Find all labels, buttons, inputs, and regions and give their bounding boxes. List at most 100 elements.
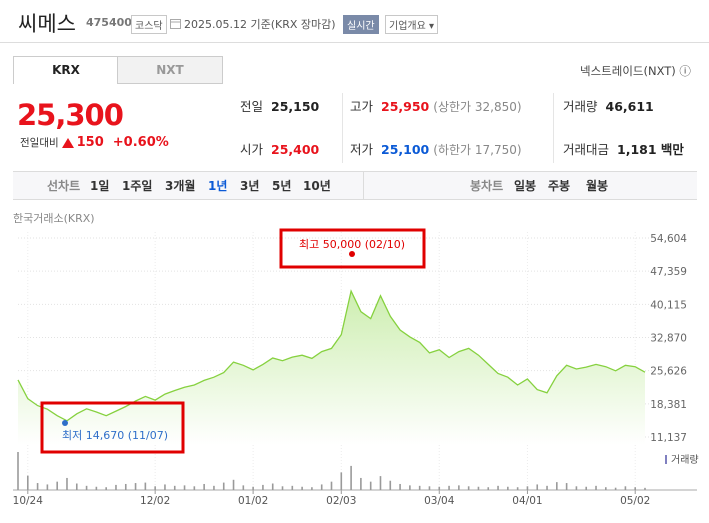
y-tick-label: 18,381 xyxy=(650,399,687,411)
volume-bar xyxy=(516,487,519,490)
annotation-label: 최저 14,670 (11/07) xyxy=(62,429,168,442)
candle-option[interactable]: 일봉 xyxy=(514,179,537,193)
volume-bar xyxy=(252,486,254,490)
volume-bar xyxy=(203,483,205,490)
period-option[interactable]: 10년 xyxy=(303,179,331,193)
market-badge: 코스닥 xyxy=(131,15,167,34)
volume-bar xyxy=(271,483,274,490)
volume-bar xyxy=(301,486,303,490)
volume-bar xyxy=(164,484,166,490)
period-option[interactable]: 3년 xyxy=(240,179,260,193)
y-tick-label: 54,604 xyxy=(650,233,687,245)
chart-source: 한국거래소(KRX) xyxy=(13,212,95,225)
volume-bar xyxy=(556,482,558,490)
volume-bar xyxy=(75,483,78,490)
volume-bar xyxy=(193,486,196,490)
price-line xyxy=(17,289,646,422)
volume-bar xyxy=(232,479,235,490)
volume-bar xyxy=(46,484,49,490)
period-option[interactable]: 5년 xyxy=(272,179,292,193)
change-label: 전일대비 xyxy=(20,137,59,149)
volume-bar xyxy=(585,486,588,490)
volume-bar xyxy=(124,483,127,490)
company-info-label: 기업개요 xyxy=(389,21,426,32)
nxt-link-label: 넥스트레이드(NXT) xyxy=(580,64,676,78)
date-basis: 2025.05.12 기준(KRX 장마감) xyxy=(184,16,336,32)
volume-bar xyxy=(369,481,372,490)
line-chart-label: 선차트 xyxy=(47,179,81,193)
calendar-icon xyxy=(170,19,181,29)
stat-item: 저가 25,100 (하한가 17,750) xyxy=(350,139,522,158)
period-option[interactable]: 1년 xyxy=(208,179,228,193)
volume-bar xyxy=(448,485,450,490)
period-option[interactable]: 1일 xyxy=(90,179,110,193)
volume-bar xyxy=(291,485,294,490)
stat-item: 시가 25,400 xyxy=(240,139,319,158)
change-pct: +0.60% xyxy=(112,135,169,150)
candle-option[interactable]: 주봉 xyxy=(548,179,571,193)
volume-bar xyxy=(634,487,637,490)
area-fill xyxy=(18,291,645,445)
volume-bar xyxy=(183,485,186,490)
stat-extra: (하한가 17,750) xyxy=(433,143,522,157)
basis: 기준(KRX 장마감) xyxy=(250,18,336,31)
stat-label: 저가 xyxy=(350,142,374,157)
volume-bar xyxy=(614,487,617,490)
stat-item: 거래량 46,611 xyxy=(563,96,654,115)
stat-label: 전일 xyxy=(240,99,264,114)
volume-bar xyxy=(409,485,411,490)
current-price: 25,300 xyxy=(17,98,124,132)
volume-bar xyxy=(115,484,117,490)
volume-bar xyxy=(624,486,627,490)
candle-option[interactable]: 월봉 xyxy=(586,179,609,193)
volume-bar xyxy=(350,465,352,490)
volume-bar xyxy=(311,487,313,490)
period-option[interactable]: 3개월 xyxy=(165,179,196,193)
volume-bar xyxy=(458,485,460,490)
volume-bar xyxy=(507,486,509,490)
date: 2025.05.12 xyxy=(184,18,247,31)
x-tick-label: 01/02 xyxy=(238,495,268,507)
annotation-dot xyxy=(62,420,68,426)
highlight-box xyxy=(40,401,185,454)
y-tick-label: 32,870 xyxy=(650,333,687,345)
y-tick-label: 47,359 xyxy=(650,266,687,278)
annotation-label: 최고 50,000 (02/10) xyxy=(299,238,405,251)
stat-item: 고가 25,950 (상한가 32,850) xyxy=(350,96,522,115)
volume-bar xyxy=(320,484,323,490)
tab-nxt[interactable]: NXT xyxy=(117,56,223,84)
volume-legend-icon xyxy=(665,455,667,464)
volume-bar xyxy=(222,482,225,490)
volume-legend: 거래량 xyxy=(671,454,699,466)
volume-bar xyxy=(56,481,58,490)
volume-bar xyxy=(154,486,156,490)
x-tick-label: 04/01 xyxy=(512,495,542,507)
volume-bar xyxy=(595,485,597,490)
volume-bar xyxy=(17,452,19,490)
period-option[interactable]: 1주일 xyxy=(122,179,153,193)
volume-bar xyxy=(644,487,646,490)
volume-bar xyxy=(66,477,68,490)
company-info-button[interactable]: 기업개요 ▾ xyxy=(385,15,439,34)
volume-bar xyxy=(438,486,441,490)
stat-label: 시가 xyxy=(240,142,264,157)
volume-bar xyxy=(95,486,98,490)
stock-code: 475400 xyxy=(86,16,132,29)
volume-bar xyxy=(105,487,107,490)
volume-bar xyxy=(85,485,88,490)
stat-value: 1,181 백만 xyxy=(617,142,684,157)
volume-bar xyxy=(418,485,421,490)
x-tick-label: 12/02 xyxy=(140,495,170,507)
y-tick-label: 11,137 xyxy=(650,432,687,444)
candle-chart-label: 봉차트 xyxy=(470,179,504,193)
nxt-link[interactable]: 넥스트레이드(NXT) ⓘ xyxy=(580,64,691,78)
highlight-box xyxy=(279,228,426,269)
stat-label: 거래대금 xyxy=(563,142,610,157)
stat-label: 고가 xyxy=(350,99,374,114)
x-tick-label: 10/24 xyxy=(13,495,44,507)
volume-bar xyxy=(262,484,264,490)
volume-bar xyxy=(526,486,529,490)
realtime-badge[interactable]: 실시간 xyxy=(343,15,379,34)
